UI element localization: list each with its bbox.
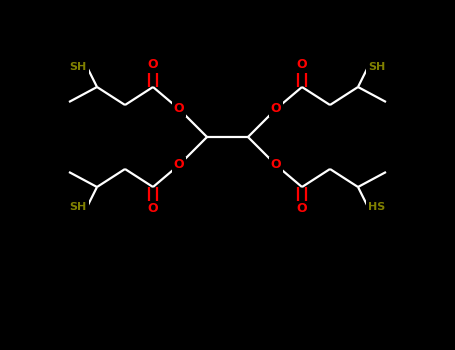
Text: HS: HS bbox=[368, 202, 385, 212]
Text: SH: SH bbox=[70, 62, 87, 72]
Text: SH: SH bbox=[368, 62, 385, 72]
Text: O: O bbox=[297, 203, 307, 216]
Text: SH: SH bbox=[70, 202, 87, 212]
Text: O: O bbox=[271, 159, 281, 172]
Text: O: O bbox=[148, 203, 158, 216]
Text: O: O bbox=[148, 58, 158, 71]
Text: O: O bbox=[174, 159, 184, 172]
Text: O: O bbox=[174, 103, 184, 116]
Text: O: O bbox=[297, 58, 307, 71]
Text: O: O bbox=[271, 103, 281, 116]
